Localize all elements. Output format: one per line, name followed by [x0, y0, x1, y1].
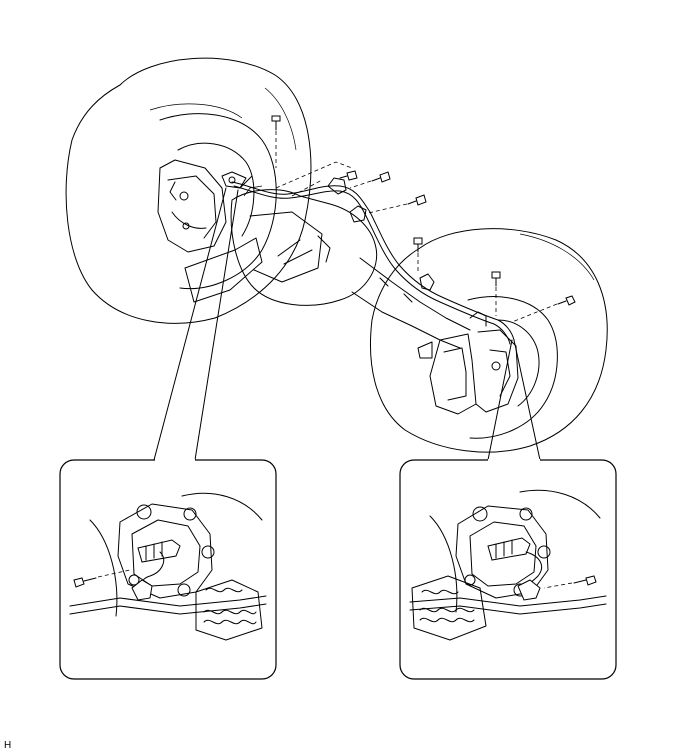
bolt-icon [339, 170, 358, 181]
right-rear-tire [369, 228, 608, 453]
left-speed-sensor [221, 171, 247, 189]
right-callout-leader [487, 339, 541, 461]
abs-wire-harness [231, 175, 515, 345]
bolt-icon [363, 194, 427, 215]
left-detail-callout [59, 459, 277, 680]
left-rear-tire [65, 57, 312, 324]
bolt-icon [511, 295, 576, 323]
bolt-icon [271, 115, 281, 168]
bolt-icon [349, 171, 391, 189]
right-detail-callout [399, 459, 617, 680]
figure-code-label: H [4, 740, 12, 751]
axle-housing [184, 185, 471, 349]
bolt-icon [413, 237, 423, 272]
bolt-icon [491, 271, 501, 316]
left-callout-leader [153, 187, 239, 461]
right-brake-assembly [417, 329, 519, 415]
left-brake-assembly [157, 159, 227, 253]
